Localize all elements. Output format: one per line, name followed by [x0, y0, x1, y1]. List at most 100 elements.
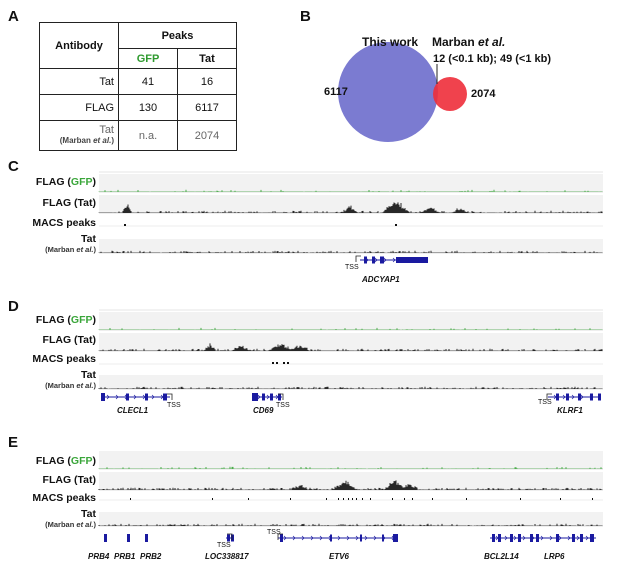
panel-d-gene-klrf1-strand-arrow: [571, 394, 575, 400]
panel-e-flag-tat-bg: [99, 472, 603, 490]
panel-e-gene-bcl2l14-lrp6-strand-arrow: [549, 535, 553, 541]
peaks-table: Antibody Peaks GFP Tat Tat 41 16 FLAG 13…: [39, 22, 237, 151]
panel-e-gene-bcl2l14-lrp6-strand-arrow: [540, 535, 544, 541]
panel-c-letter: C: [8, 158, 19, 175]
macs-peak: [348, 498, 349, 500]
cell-tat: 16: [177, 68, 237, 95]
gene-label: CLECL1: [117, 406, 149, 415]
panel-d-gene-klrf1-exon: [590, 393, 593, 401]
panel-c-flag-tat-bg: [99, 195, 603, 213]
panel-d-gene-clecl1-exon: [101, 393, 105, 401]
panel-e-gene-bcl2l14-lrp6-exon: [530, 534, 533, 542]
panel-c-tat-bg: [99, 239, 603, 253]
panel-e-gene-bcl2l14-lrp6-exon: [572, 534, 575, 542]
panel-e-gene-bcl2l14-lrp6-strand-arrow: [504, 535, 508, 541]
panel-c-gfp-signal: [98, 189, 603, 192]
panel-e-gene-bcl2l14-lrp6-exon: [580, 534, 583, 542]
panel-e-gene-bcl2l14-lrp6-exon: [518, 534, 521, 542]
panel-e-gene-etv6-exon: [360, 534, 362, 542]
panel-d-gfp-bg: [99, 312, 603, 330]
panel-d-gene-cd69-strand-arrow: [257, 394, 261, 400]
track-label-tat: Tat (Marban et al.): [0, 369, 96, 390]
track-label-tat-sub: (Marban et al.): [45, 520, 96, 529]
macs-peak: [290, 498, 291, 500]
cell-gfp: 41: [118, 68, 178, 95]
venn-label-this-work: This work: [362, 35, 419, 49]
panel-c-gfp-bg: [99, 174, 603, 192]
panel-c-flag-tat-signal: [98, 202, 603, 213]
cell-gfp: 130: [118, 94, 178, 121]
panel-d-gene-klrf1-exon: [556, 393, 559, 401]
panel-d-tat-bg: [99, 375, 603, 389]
panel-d-gene-klrf1-exon: [578, 393, 581, 401]
gene-label: ETV6: [329, 552, 350, 561]
macs-peak: [520, 498, 521, 500]
panel-e-gene-bcl2l14-lrp6-strand-arrow: [558, 535, 562, 541]
panel-d-gene-klrf1-exon: [566, 393, 569, 401]
gene-label: LRP6: [544, 552, 565, 561]
panel-d-gene-clecl1-exon: [163, 393, 167, 401]
venn-label-marban-text: Marban et al.: [432, 35, 506, 49]
panel-e-tss-mark: [277, 533, 283, 540]
panel-c-tat-signal: [98, 250, 603, 253]
tss-label: TSS: [276, 402, 290, 409]
track-label-tat-sub: (Marban et al.): [45, 381, 96, 390]
panel-e-letter: E: [8, 434, 19, 451]
panel-d-gene-clecl1-strand-arrow: [151, 394, 155, 400]
panel-e-gene-bcl2l14-lrp6-strand-arrow: [585, 535, 589, 541]
panel-e-gene-loc338817-exon: [231, 534, 234, 542]
gene-label: PRB2: [140, 552, 162, 561]
header-peaks: Peaks: [118, 22, 237, 49]
macs-peak: [392, 498, 393, 500]
panel-e-tss-mark: [227, 533, 233, 540]
macs-peak: [560, 498, 561, 500]
track-label-flag-tat: FLAG (Tat): [42, 474, 96, 486]
macs-peak: [212, 498, 213, 500]
gene-label: CD69: [253, 406, 274, 415]
panel-d-tss-mark: [546, 393, 552, 400]
macs-peak: [283, 362, 285, 364]
panel-e-gene-bcl2l14-lrp6-exon: [536, 534, 539, 542]
panel-e-gene-bcl2l14-lrp6-strand-arrow: [567, 535, 571, 541]
macs-peak: [370, 498, 371, 500]
panel-e-gene-etv6-exon: [382, 534, 384, 542]
tss-label: TSS: [345, 264, 359, 271]
table-row: Tat (Marban et al.) n.a. 2074: [39, 120, 237, 151]
panel-e-gene-prb-exon: [145, 534, 148, 542]
header-antibody: Antibody: [39, 22, 119, 69]
row-label-sub: (Marban et al.): [59, 136, 114, 145]
gene-label: KLRF1: [557, 406, 583, 415]
panel-d-gene-klrf1-strand-arrow: [580, 394, 584, 400]
panel-b-letter: B: [300, 8, 311, 25]
gene-label: ADCYAP1: [362, 275, 400, 284]
cell-gfp: n.a.: [118, 120, 178, 151]
panel-e-gene-loc338817-exon: [227, 534, 230, 542]
macs-peak: [352, 498, 353, 500]
track-label-macs: MACS peaks: [32, 492, 96, 504]
panel-a-letter: A: [8, 8, 19, 25]
panel-e-flag-tat-signal: [98, 480, 603, 490]
track-label-flag-tat: FLAG (Tat): [42, 334, 96, 346]
panel-c-tss-mark: [355, 255, 361, 262]
macs-peak: [466, 498, 467, 500]
panel-e-gene-bcl2l14-lrp6-strand-arrow: [513, 535, 517, 541]
track-label-flag-gfp: FLAG (GFP): [35, 314, 96, 326]
gene-label: PRB1: [114, 552, 136, 561]
panel-e-gene-bcl2l14-lrp6-exon: [510, 534, 513, 542]
row-label: FLAG: [39, 94, 119, 121]
panel-e-gene-etv6-strand-arrow: [319, 535, 323, 541]
venn-count-this-work: 6117: [324, 86, 348, 98]
macs-peak: [326, 498, 327, 500]
panel-d-gene-cd69-strand-arrow: [266, 394, 270, 400]
macs-peak: [343, 498, 344, 500]
panel-d-gene-clecl1-exon: [126, 393, 129, 401]
cell-tat: 6117: [177, 94, 237, 121]
panel-c-gene-adcyap1-strand-arrow: [383, 257, 387, 263]
gfp-word: GFP: [70, 176, 93, 188]
gfp-word: GFP: [70, 314, 93, 326]
panel-e-gfp-bg: [99, 453, 603, 469]
track-label-tat-sub: (Marban et al.): [45, 245, 96, 254]
tss-label: TSS: [538, 399, 552, 406]
panel-d-gfp-signal: [98, 327, 603, 330]
